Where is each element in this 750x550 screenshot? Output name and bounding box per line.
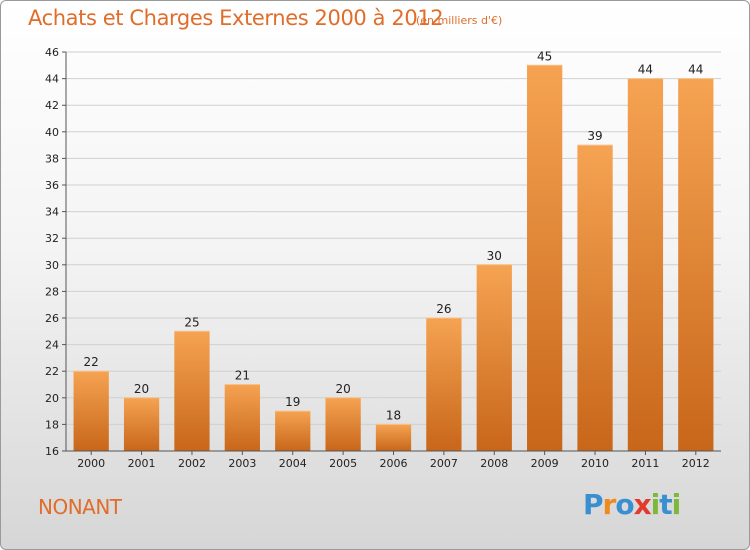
y-tick-label: 36	[45, 179, 59, 192]
location-name: NONANT	[38, 495, 122, 519]
y-tick-label: 42	[45, 99, 59, 112]
y-tick-label: 46	[45, 46, 59, 59]
bar-value-label: 30	[487, 249, 502, 263]
bar-value-label: 22	[84, 355, 99, 369]
logo-letter: x	[633, 488, 652, 521]
bar	[224, 384, 260, 451]
x-tick-label: 2005	[329, 457, 357, 470]
bar-value-label: 20	[134, 382, 149, 396]
bar-value-label: 25	[184, 315, 199, 329]
logo-letter: o	[615, 488, 634, 521]
y-tick-label: 24	[45, 339, 59, 352]
chart-title: Achats et Charges Externes 2000 à 2012	[28, 6, 444, 30]
bar	[73, 371, 109, 451]
gridlines	[66, 51, 721, 452]
bar	[678, 78, 714, 451]
bar-value-label: 18	[386, 408, 401, 422]
y-tick-label: 26	[45, 312, 59, 325]
x-tick-label: 2008	[480, 457, 508, 470]
x-tick-label: 2010	[581, 457, 609, 470]
bar	[627, 78, 664, 451]
y-tick-label: 20	[45, 392, 59, 405]
y-tick-label: 28	[45, 285, 59, 298]
bar	[375, 424, 412, 451]
bar	[325, 397, 361, 451]
y-tick-label: 40	[45, 126, 59, 139]
bar-value-label: 19	[285, 395, 300, 409]
proxiti-logo: Proxiti	[583, 488, 682, 521]
chart-subtitle: (en milliers d'€)	[416, 14, 503, 27]
y-tick-label: 32	[45, 232, 59, 245]
x-tick-label: 2004	[279, 457, 307, 470]
y-tick-label: 38	[45, 152, 59, 165]
bar	[527, 65, 563, 452]
logo-letter: t	[659, 488, 672, 521]
axes: 16 18 20 22 24 26 28 30 32 34 36 38 40 42 44 46 2000 2001…	[45, 46, 721, 470]
x-tick-label: 2002	[178, 457, 206, 470]
bars: 22 20 25 21 19 20 18 26 30 45 39 44 44	[73, 49, 714, 452]
y-tick-label: 16	[45, 445, 59, 458]
y-tick-label: 34	[45, 206, 59, 219]
bar	[476, 264, 512, 451]
x-tick-label: 2001	[128, 457, 156, 470]
x-tick-label: 2009	[531, 457, 559, 470]
bar-value-label: 45	[537, 49, 552, 63]
y-tick-label: 30	[45, 259, 59, 272]
logo-letter: i	[671, 488, 682, 521]
x-tick-label: 2007	[430, 457, 458, 470]
bar	[174, 331, 210, 451]
x-tick-label: 2011	[631, 457, 659, 470]
bar-value-label: 20	[335, 382, 350, 396]
x-tick-label: 2000	[77, 457, 105, 470]
x-tick-label: 2012	[682, 457, 710, 470]
bar-value-label: 21	[235, 369, 250, 383]
x-tick-label: 2006	[380, 457, 408, 470]
y-tick-label: 44	[45, 73, 59, 86]
bar	[275, 411, 311, 451]
x-tick-label: 2003	[228, 457, 256, 470]
bar	[123, 397, 160, 451]
y-tick-label: 22	[45, 365, 59, 378]
bar	[577, 145, 613, 451]
logo-letter: i	[650, 488, 661, 521]
bar-value-label: 26	[436, 302, 451, 316]
bar-value-label: 44	[638, 63, 653, 77]
bar-value-label: 44	[688, 63, 703, 77]
bar	[426, 318, 462, 451]
logo-letter: r	[602, 488, 617, 521]
logo-letter: P	[583, 488, 604, 521]
bar-value-label: 39	[587, 129, 602, 143]
y-tick-label: 18	[45, 418, 59, 431]
